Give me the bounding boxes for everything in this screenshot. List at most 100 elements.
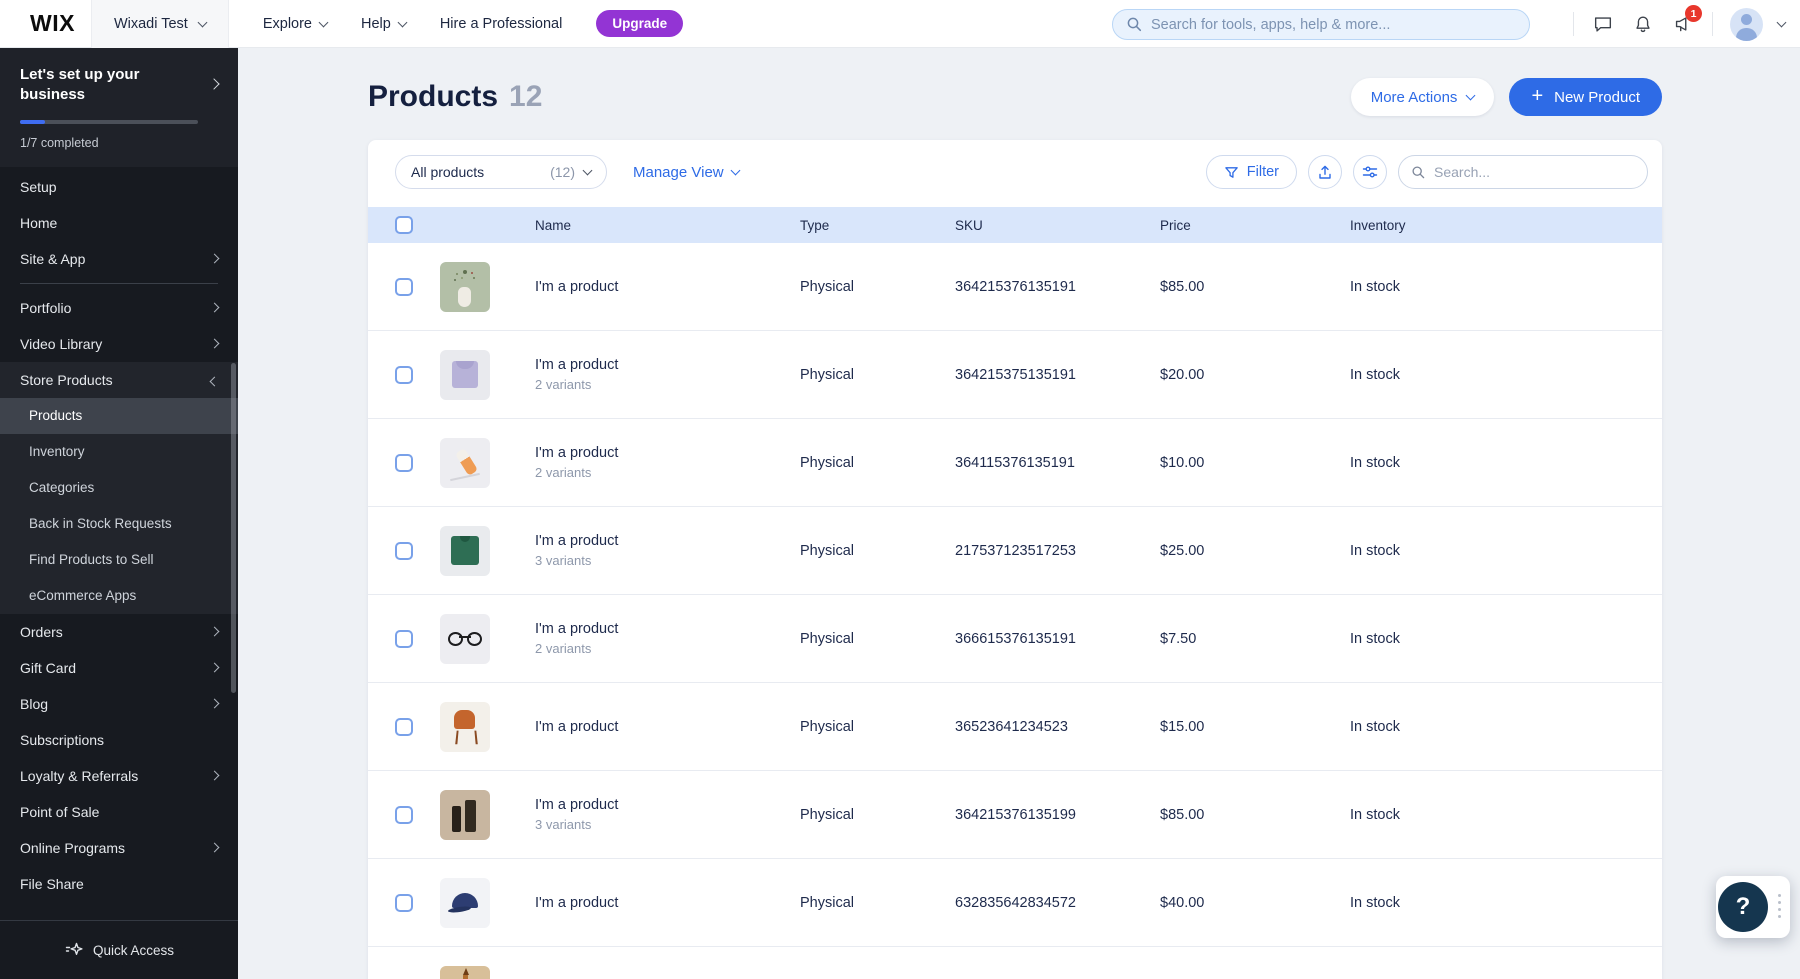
sidebar-item-site-app[interactable]: Site & App: [0, 241, 238, 277]
column-header-inventory[interactable]: Inventory: [1350, 217, 1406, 233]
more-actions-button[interactable]: More Actions: [1350, 78, 1495, 116]
table-row[interactable]: I'm a product Physical 632835642834572 $40.…: [368, 859, 1662, 947]
new-product-button[interactable]: + New Product: [1509, 78, 1662, 116]
chevron-right-icon: [209, 662, 220, 673]
product-image-cell: [440, 877, 535, 928]
account-menu-button[interactable]: [1770, 4, 1792, 44]
sidebar-item-store-products[interactable]: Store Products: [0, 362, 238, 398]
sidebar-item-point-of-sale[interactable]: Point of Sale: [0, 794, 238, 830]
sidebar-item-blog[interactable]: Blog: [0, 686, 238, 722]
sidebar-item-online-programs[interactable]: Online Programs: [0, 830, 238, 866]
table-row[interactable]: I'm a product 3 variants Physical 364215376…: [368, 771, 1662, 859]
product-name: I'm a product: [535, 445, 619, 461]
quick-access-star-icon: [65, 942, 83, 955]
sidebar: Let's set up your business 1/7 completed…: [0, 48, 238, 979]
column-header-sku[interactable]: SKU: [955, 217, 983, 233]
row-checkbox[interactable]: [395, 805, 413, 824]
filter-button[interactable]: Filter: [1205, 155, 1297, 189]
sidebar-subitem-back-in-stock-requests[interactable]: Back in Stock Requests: [29, 516, 172, 531]
sidebar-subitem-ecommerce-apps[interactable]: eCommerce Apps: [29, 588, 137, 603]
global-search-input[interactable]: [1151, 16, 1516, 33]
sidebar-item-label: Store Products: [20, 371, 113, 388]
chevron-down-icon: [397, 17, 408, 27]
announcements-button[interactable]: 1: [1663, 4, 1703, 44]
sidebar-item-label: Home: [20, 214, 58, 231]
product-variants: 3 variants: [535, 817, 592, 832]
product-type: Physical: [800, 542, 854, 559]
manage-view-button[interactable]: Manage View: [633, 164, 741, 181]
sidebar-subitem-find-products-to-sell[interactable]: Find Products to Sell: [29, 552, 154, 567]
row-checkbox-cell: [395, 541, 440, 560]
topnav-help[interactable]: Help: [361, 16, 408, 32]
new-product-label: New Product: [1554, 88, 1640, 106]
row-checkbox[interactable]: [395, 717, 413, 736]
row-checkbox[interactable]: [395, 453, 413, 472]
product-price: $25.00: [1160, 542, 1205, 559]
product-image-cell: [440, 261, 535, 312]
column-header-price[interactable]: Price: [1160, 217, 1191, 233]
chevron-down-icon: [197, 17, 208, 27]
chat-button[interactable]: [1583, 4, 1623, 44]
product-type: Physical: [800, 454, 854, 471]
product-price: $7.50: [1160, 630, 1197, 647]
table-row[interactable]: I'm a product 2 variants Physical 366615376…: [368, 595, 1662, 683]
topnav-explore[interactable]: Explore: [262, 15, 329, 32]
product-name-cell: I'm a product: [535, 719, 800, 735]
table-row[interactable]: I'm a product Physical 364215376135191 $85.…: [368, 243, 1662, 331]
export-button[interactable]: [1308, 155, 1342, 189]
avatar[interactable]: [1730, 7, 1763, 41]
sidebar-item-file-share[interactable]: File Share: [0, 866, 238, 902]
sidebar-item-subscriptions[interactable]: Subscriptions: [0, 722, 238, 758]
row-checkbox[interactable]: [395, 277, 413, 296]
help-button[interactable]: ?: [1718, 882, 1768, 932]
row-checkbox[interactable]: [395, 541, 413, 560]
table-row[interactable]: I'm a product 2 variants Physical 364215375…: [368, 331, 1662, 419]
product-sku: 36523641234523: [955, 718, 1068, 735]
chevron-right-icon: [208, 78, 220, 90]
row-checkbox[interactable]: [395, 365, 413, 384]
setup-progress-card[interactable]: Let's set up your business 1/7 completed: [0, 48, 238, 167]
row-checkbox-cell: [395, 717, 440, 736]
sidebar-item-loyalty-referrals[interactable]: Loyalty & Referrals: [0, 758, 238, 794]
sidebar-subitem-categories[interactable]: Categories: [29, 480, 95, 495]
export-icon: [1319, 165, 1331, 179]
select-all-checkbox[interactable]: [395, 216, 413, 234]
global-search[interactable]: [1112, 9, 1530, 40]
upgrade-button[interactable]: Upgrade: [596, 10, 684, 37]
product-sku: 364215376135191: [955, 278, 1076, 295]
sidebar-item-label: Loyalty & Referrals: [20, 767, 139, 784]
sidebar-item-video-library[interactable]: Video Library: [0, 326, 238, 362]
column-header-type[interactable]: Type: [800, 217, 830, 233]
sidebar-subitem-products[interactable]: Products: [0, 397, 238, 434]
row-checkbox-cell: [395, 453, 440, 472]
topnav-explore-label: Explore: [262, 15, 312, 32]
sidebar-scrollbar[interactable]: [231, 363, 236, 693]
row-checkbox[interactable]: [395, 893, 413, 912]
table-search[interactable]: [1398, 155, 1648, 189]
main-content: Products 12 More Actions + New Product A…: [238, 48, 1800, 979]
adjust-columns-button[interactable]: [1353, 155, 1387, 189]
table-row[interactable]: I'm a productPhysical284215376135191$120…: [368, 947, 1662, 979]
table-row[interactable]: I'm a product 2 variants Physical 364115376…: [368, 419, 1662, 507]
table-row[interactable]: I'm a product 3 variants Physical 217537123…: [368, 507, 1662, 595]
sidebar-subitem-inventory[interactable]: Inventory: [29, 444, 85, 459]
table-search-input[interactable]: [1434, 164, 1635, 180]
sidebar-item-gift-card[interactable]: Gift Card: [0, 650, 238, 686]
site-switcher[interactable]: Wixadi Test: [90, 0, 229, 48]
topnav-hire-a-professional[interactable]: Hire a Professional: [440, 16, 563, 32]
product-image-cell: [440, 349, 535, 400]
quick-access-button[interactable]: Quick Access: [0, 920, 238, 979]
column-header-name[interactable]: Name: [535, 217, 572, 233]
sidebar-item-setup[interactable]: Setup: [0, 169, 238, 205]
sidebar-item-home[interactable]: Home: [0, 205, 238, 241]
sidebar-item-portfolio[interactable]: Portfolio: [0, 290, 238, 326]
page-title-text: Products: [368, 80, 499, 113]
toolbar-right: Filter: [1205, 155, 1648, 189]
product-image-cell: [440, 613, 535, 664]
view-selector[interactable]: All products (12): [395, 155, 607, 189]
drag-handle-dots-icon[interactable]: [1778, 894, 1781, 897]
table-row[interactable]: I'm a product Physical 36523641234523 $15.0…: [368, 683, 1662, 771]
row-checkbox[interactable]: [395, 629, 413, 648]
sidebar-item-orders[interactable]: Orders: [0, 614, 238, 650]
notifications-button[interactable]: [1623, 4, 1663, 44]
